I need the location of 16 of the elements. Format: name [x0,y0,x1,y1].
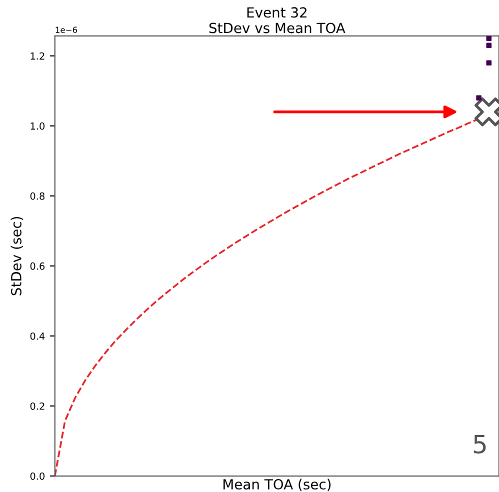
y-tick-label: 1.2 [30,52,44,60]
y-tick-label: 0.0 [30,472,45,480]
point [486,36,492,42]
annotation: 5 [474,434,486,454]
y-tick-label: 0.2 [30,402,44,410]
chart-title: Event 32 StDev vs Mean TOA [209,7,346,34]
point [476,95,482,101]
y-tick-label: 1.0 [30,122,45,130]
text: 1e−6 [56,26,78,33]
point [486,60,492,66]
y-tick-label: 0.4 [30,332,45,340]
y-tick-label: 0.6 [30,262,45,270]
x-axis-title: Mean TOA (sec) [224,478,331,492]
y-tick-label: 0.8 [30,192,45,200]
y-axis-title: StDev (sec) [10,216,24,296]
point [486,42,492,48]
